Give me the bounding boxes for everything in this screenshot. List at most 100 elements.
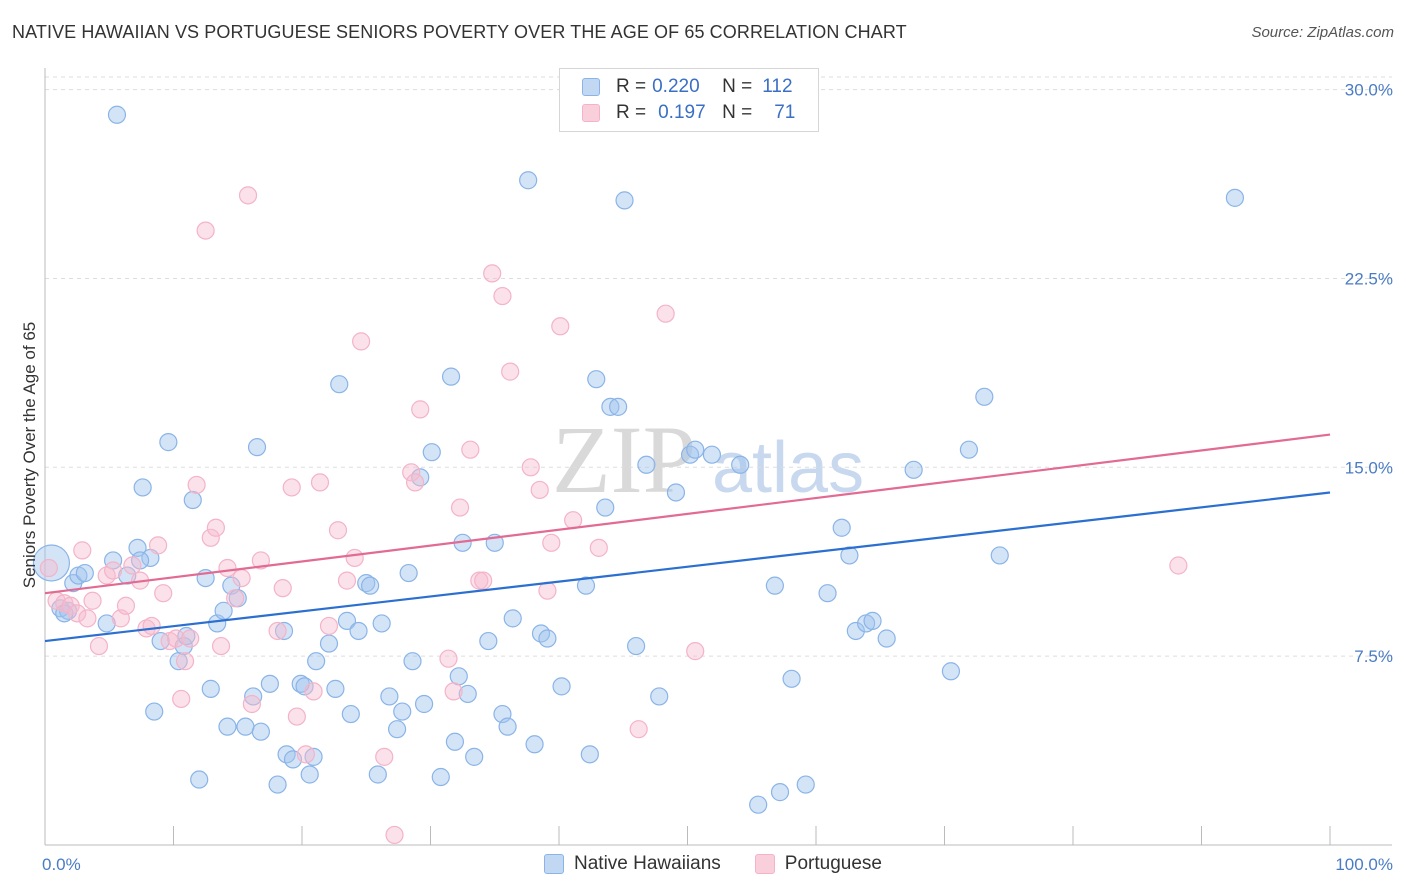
native-hawaiian-point [587,370,606,389]
native-hawaiian-trend-line [44,491,1331,643]
native-hawaiian-point [525,735,544,754]
portuguese-point [629,720,648,739]
native-hawaiian-point [236,717,255,736]
portuguese-point [501,362,520,381]
y-tick-label: 15.0% [1345,458,1393,477]
native-hawaiian-point [846,621,865,641]
portuguese-point [175,652,195,671]
portuguese-point [375,747,394,766]
native-hawaiian-point [97,614,116,633]
native-hawaiian-point [361,576,380,595]
portuguese-point [78,609,97,628]
native-hawaiian-point [465,747,484,766]
legend-r-label: R = [616,102,647,123]
native-hawaiian-point [680,445,700,464]
native-hawaiian-point [479,631,498,651]
native-hawaiian-point [330,375,349,394]
watermark: ZIP atlas [552,406,864,513]
portuguese-point [251,551,270,570]
portuguese-point [686,642,705,661]
native-hawaiian-point [399,563,418,583]
native-hawaiian-point [441,367,461,386]
native-hawaiian-point [337,611,357,630]
native-hawaiian-point [372,614,391,633]
portuguese-point [319,616,339,636]
native-hawaiian-point [818,584,837,603]
portuguese-point [89,636,109,656]
native-hawaiian-point [626,636,646,656]
native-hawaiian-point [959,440,979,459]
series-swatch-pink [754,854,775,874]
native-hawaiian-point [380,687,399,706]
legend-row-portuguese: R = 0.197 N = 71 [582,101,795,125]
portuguese-point [154,584,173,603]
native-hawaiian-point [341,704,360,724]
native-hawaiian-point [941,662,961,681]
native-hawaiian-point [796,775,815,794]
legend-r-value: 0.197 [658,102,706,123]
portuguese-point [310,473,330,492]
native-hawaiian-point [666,483,686,502]
portuguese-point [493,286,512,306]
portuguese-point [104,561,123,580]
portuguese-point [282,478,301,497]
legend-n-value: 71 [774,102,796,123]
portuguese-point [337,571,357,590]
native-hawaiian-point [295,677,314,696]
native-hawaiian-point [431,767,450,787]
native-hawaiian-point [538,629,557,648]
native-hawaiian-point [458,684,477,704]
portuguese-point [328,521,348,540]
portuguese-point [211,636,231,656]
portuguese-point [196,221,215,240]
native-hawaiian-point [1225,188,1245,207]
portuguese-point [201,528,220,547]
watermark-zip: ZIP [552,406,696,513]
portuguese-point [61,596,80,615]
trend-lines [44,433,1331,643]
native-hawaiian-point [615,191,634,210]
portuguese-trend-line [44,433,1331,595]
native-hawaiian-point [393,702,412,721]
series-name: Portuguese [784,853,882,874]
portuguese-point [172,689,191,709]
portuguese-point [123,556,142,575]
legend-swatch-pink [582,104,600,122]
native-hawaiian-point [260,674,279,693]
native-hawaiian-point [411,468,430,487]
native-hawaiian-point [445,732,465,751]
portuguese-point [73,541,92,560]
native-hawaiian-point [274,621,294,641]
portuguese-point [296,745,315,764]
y-tick-label: 30.0% [1345,81,1393,100]
portuguese-point [405,473,425,492]
native-hawaiian-point [247,438,267,457]
portuguese-point [273,579,292,598]
native-hawaiian-point [782,669,801,688]
portuguese-point [39,558,58,578]
native-hawaiian-point [107,105,127,124]
portuguese-point [483,264,502,283]
portuguese-point [166,629,186,648]
native-hawaiian-point [601,397,620,416]
y-tick-labels: 7.5% 15.0% 22.5% 30.0% [1345,81,1393,667]
portuguese-point [450,498,470,517]
portuguese-point [142,616,161,636]
native-hawaiian-point [580,745,599,764]
native-hawaiian-point [368,765,387,784]
native-hawaiian-point [104,551,123,570]
native-hawaiian-point [840,546,859,565]
native-hawaiian-point [596,498,615,517]
legend-n-label: N = [722,102,753,123]
portuguese-point [564,511,583,530]
native-hawaiian-point [422,443,441,462]
native-hawaiian-point [498,717,517,736]
portuguese-point [232,568,251,588]
legend-row-native-hawaiians: R = 0.220 N = 112 [582,75,793,99]
portuguese-point [238,186,258,205]
native-hawaiian-point [190,770,209,789]
x-tick-label: 100.0% [1335,855,1393,874]
native-hawaiian-point [702,445,722,464]
series-legend-native-hawaiians: Native Hawaiians [544,853,721,875]
